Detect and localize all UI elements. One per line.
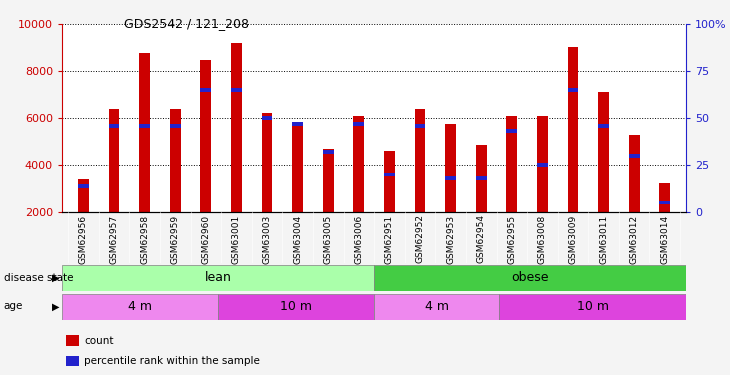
Text: GSM63014: GSM63014 (660, 214, 669, 264)
Bar (599, 124, 609, 128)
Bar (78, 179, 89, 212)
Bar (323, 148, 334, 212)
Text: GSM63012: GSM63012 (630, 214, 639, 264)
Bar (261, 116, 272, 120)
Bar (139, 53, 150, 212)
Text: GSM62955: GSM62955 (507, 214, 516, 264)
Bar (499, 294, 686, 320)
Bar (62, 265, 374, 291)
Text: age: age (4, 302, 23, 311)
Bar (62, 294, 218, 320)
Bar (476, 176, 487, 180)
Text: GDS2542 / 121_208: GDS2542 / 121_208 (124, 17, 249, 30)
Bar (507, 129, 517, 133)
Text: GSM63006: GSM63006 (354, 214, 364, 264)
Text: ▶: ▶ (53, 302, 60, 311)
Bar (568, 46, 578, 212)
Bar (201, 88, 211, 92)
Bar (659, 183, 670, 212)
Bar (201, 60, 211, 212)
Bar (599, 92, 609, 212)
Bar (415, 124, 426, 128)
Bar (292, 122, 303, 126)
Text: GSM63004: GSM63004 (293, 214, 302, 264)
Text: GSM62952: GSM62952 (415, 214, 425, 263)
Text: GSM62956: GSM62956 (79, 214, 88, 264)
Bar (476, 145, 487, 212)
Bar (218, 294, 374, 320)
Bar (537, 163, 548, 167)
Text: disease state: disease state (4, 273, 73, 283)
Bar (78, 184, 89, 188)
Bar (261, 113, 272, 212)
Bar (353, 122, 364, 126)
Text: GSM62958: GSM62958 (140, 214, 149, 264)
Text: GSM63003: GSM63003 (263, 214, 272, 264)
Bar (445, 124, 456, 212)
Bar (139, 124, 150, 128)
Text: GSM62953: GSM62953 (446, 214, 455, 264)
Text: obese: obese (512, 272, 549, 284)
Text: GSM63008: GSM63008 (538, 214, 547, 264)
Bar (374, 265, 686, 291)
Bar (384, 172, 395, 176)
Text: GSM62954: GSM62954 (477, 214, 485, 263)
Bar (568, 88, 578, 92)
Bar (170, 109, 180, 212)
Text: GSM63001: GSM63001 (232, 214, 241, 264)
Text: GSM62959: GSM62959 (171, 214, 180, 264)
Bar (109, 109, 120, 212)
Text: GSM63005: GSM63005 (323, 214, 333, 264)
Bar (415, 109, 426, 212)
Bar (629, 135, 639, 212)
Bar (537, 116, 548, 212)
Bar (507, 116, 517, 212)
Bar (323, 150, 334, 154)
Text: count: count (84, 336, 113, 345)
Text: 4 m: 4 m (425, 300, 448, 313)
Text: 4 m: 4 m (128, 300, 152, 313)
Bar (659, 201, 670, 204)
Text: 10 m: 10 m (577, 300, 609, 313)
Bar (374, 294, 499, 320)
Text: lean: lean (204, 272, 231, 284)
Text: GSM63009: GSM63009 (569, 214, 577, 264)
Text: percentile rank within the sample: percentile rank within the sample (84, 356, 260, 366)
Bar (353, 116, 364, 212)
Bar (231, 43, 242, 212)
Bar (231, 88, 242, 92)
Text: GSM63011: GSM63011 (599, 214, 608, 264)
Text: GSM62960: GSM62960 (201, 214, 210, 264)
Text: ▶: ▶ (53, 273, 60, 283)
Text: 10 m: 10 m (280, 300, 312, 313)
Text: GSM62951: GSM62951 (385, 214, 394, 264)
Text: GSM62957: GSM62957 (110, 214, 118, 264)
Bar (384, 151, 395, 212)
Bar (109, 124, 120, 128)
Bar (170, 124, 180, 128)
Bar (629, 154, 639, 158)
Bar (292, 122, 303, 212)
Bar (445, 176, 456, 180)
